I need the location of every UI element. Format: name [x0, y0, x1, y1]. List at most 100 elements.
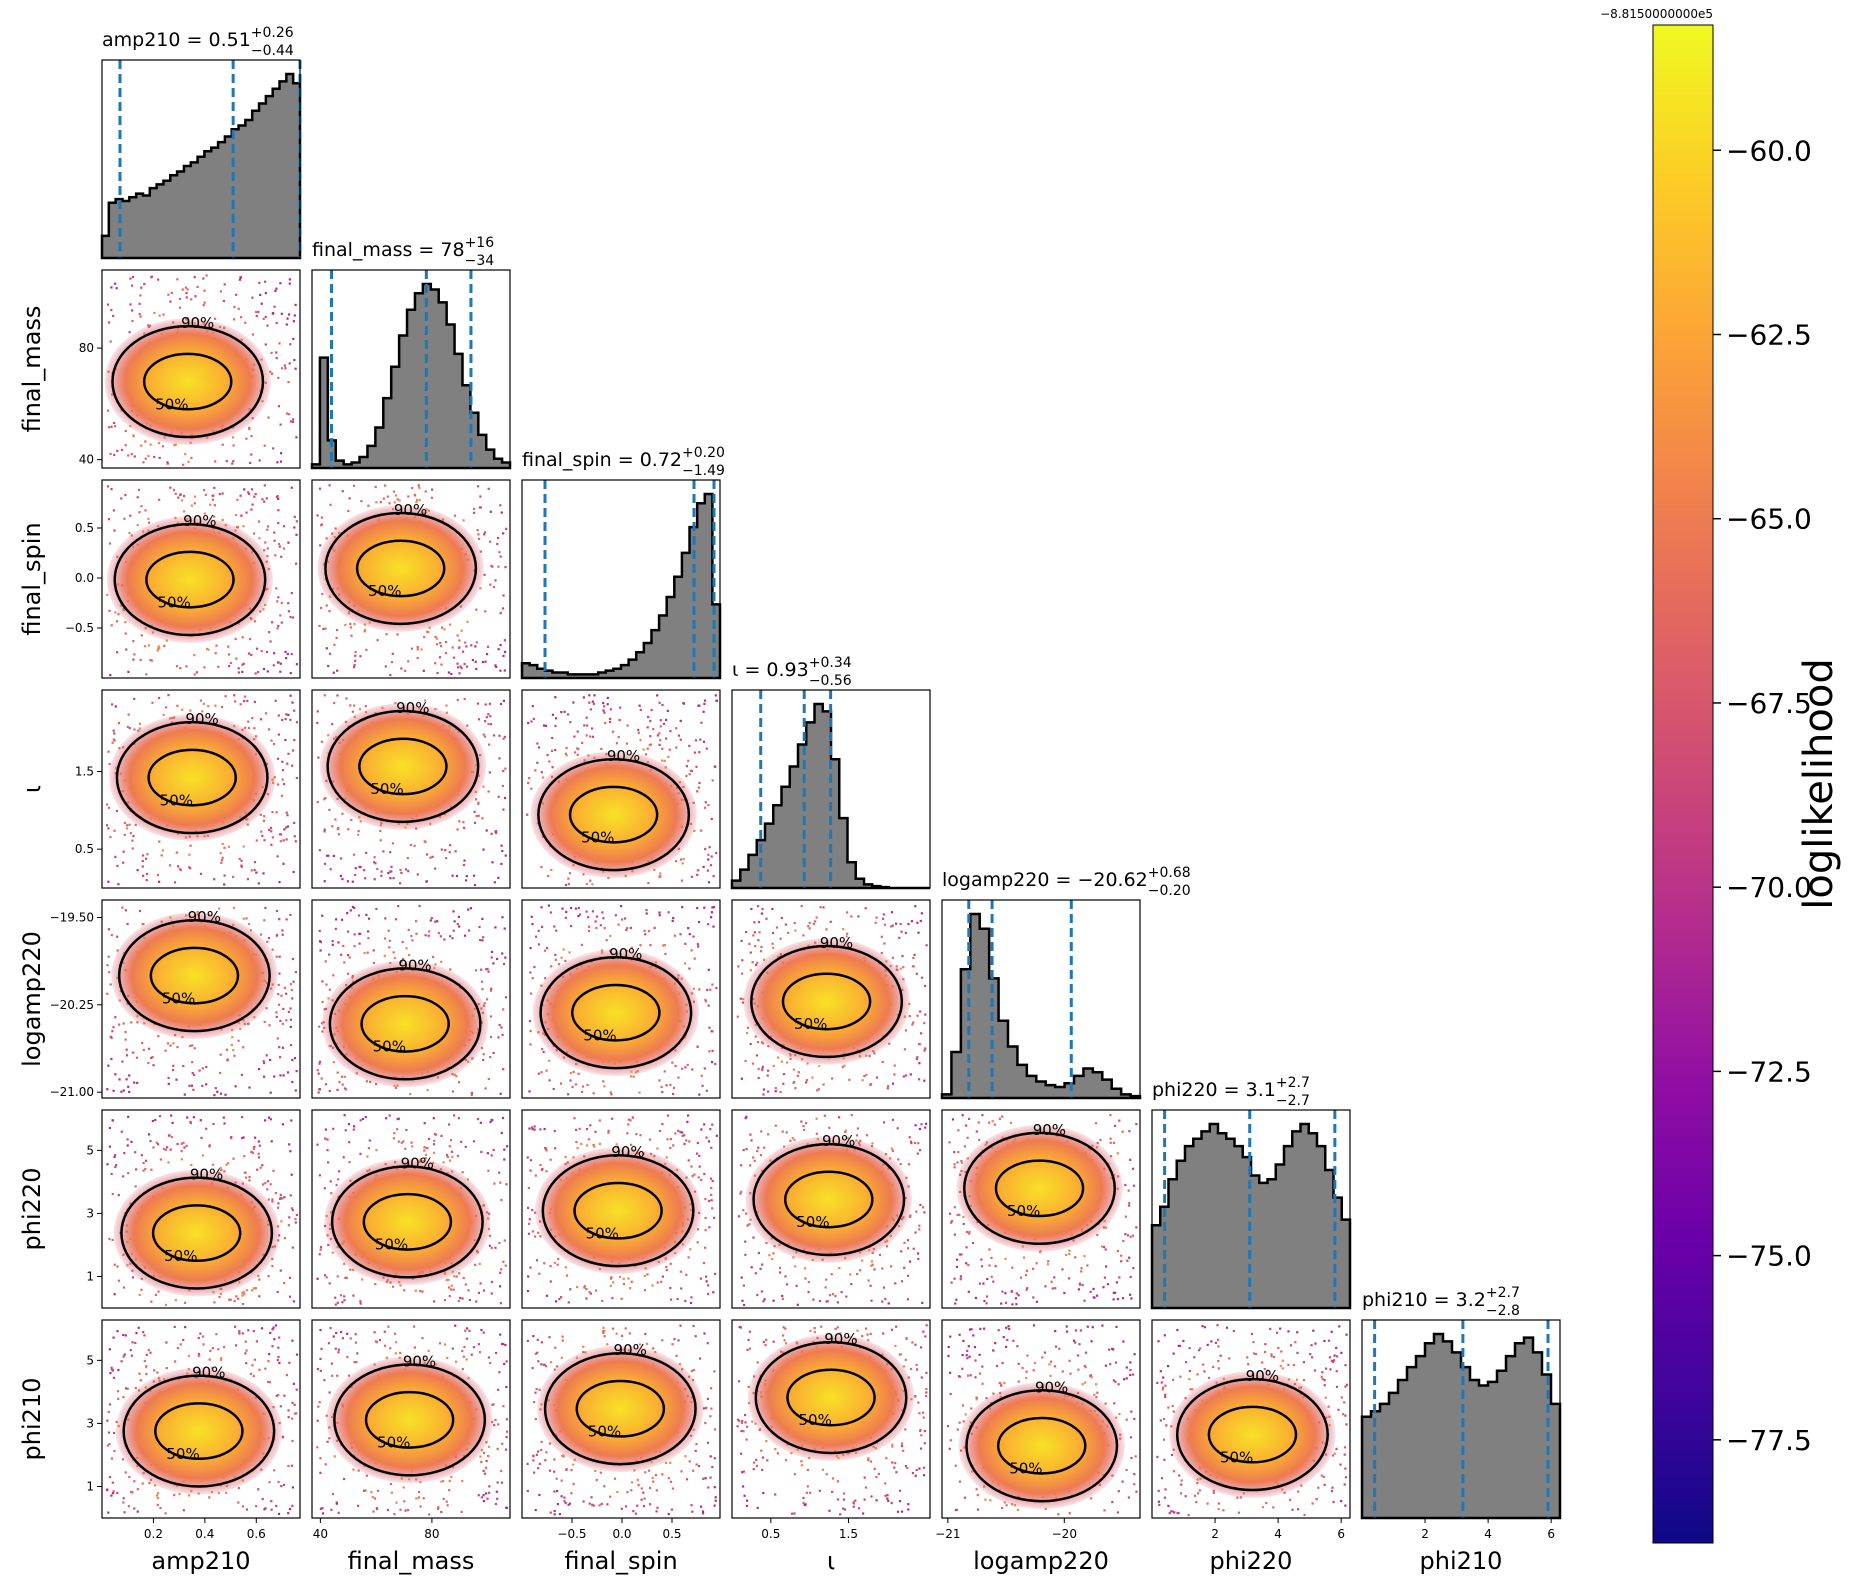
sample-point [746, 1224, 749, 1227]
sample-point [183, 510, 186, 513]
sample-point [280, 555, 283, 558]
sample-point [293, 515, 296, 518]
sample-point [831, 1077, 834, 1080]
sample-point [295, 776, 298, 780]
sample-point [500, 862, 503, 865]
sample-point [270, 739, 273, 742]
sample-point [346, 880, 349, 883]
sample-point [589, 879, 592, 882]
sample-point [685, 774, 688, 778]
sample-point [120, 497, 123, 500]
sample-point [260, 933, 263, 936]
sample-point [237, 1039, 240, 1042]
sample-point [112, 509, 115, 512]
sample-point [661, 1275, 664, 1278]
sample-point [133, 653, 136, 656]
sample-point [920, 976, 924, 979]
sample-point [463, 934, 467, 937]
sample-point [585, 1288, 588, 1291]
sample-point [352, 1268, 355, 1271]
sample-point [569, 1288, 572, 1291]
sample-point [1099, 1138, 1102, 1141]
sample-point [182, 1065, 185, 1068]
sample-point [293, 835, 296, 838]
sample-point [291, 616, 295, 619]
sample-point [501, 849, 504, 853]
sample-point [255, 839, 258, 842]
sample-point [286, 412, 289, 415]
sample-point [114, 611, 117, 614]
sample-point [167, 694, 170, 697]
sample-point [343, 1299, 346, 1302]
sample-point [663, 759, 666, 762]
sample-point [991, 1120, 994, 1123]
sample-point [275, 351, 278, 354]
sample-point [259, 1166, 262, 1169]
sample-point [482, 1289, 485, 1292]
sample-point [1024, 1274, 1028, 1277]
sample-point [875, 916, 878, 919]
sample-point [155, 1141, 158, 1144]
sample-point [340, 918, 344, 921]
sample-point [115, 810, 118, 813]
sample-point [290, 1173, 293, 1176]
sample-point [953, 1233, 956, 1236]
sample-point [693, 957, 696, 960]
sample-point [661, 703, 664, 707]
sample-point [740, 939, 743, 942]
sample-point [396, 498, 399, 501]
sample-point [223, 283, 226, 286]
sample-point [232, 1049, 235, 1052]
sample-point [167, 1082, 170, 1085]
sample-point [669, 1083, 672, 1086]
sample-point [192, 1073, 196, 1077]
y-tick-label: 40 [79, 453, 94, 467]
sample-point [397, 905, 400, 908]
sample-point [604, 721, 607, 725]
sample-point [286, 1071, 290, 1074]
sample-point [481, 939, 484, 942]
y-tick-label: 0.0 [75, 571, 94, 585]
sample-point [637, 731, 640, 734]
sample-point [264, 541, 267, 544]
sample-point [715, 851, 718, 855]
sample-point [990, 1256, 993, 1259]
sample-point [352, 666, 356, 669]
sample-point [966, 1136, 969, 1139]
sample-point [282, 1074, 285, 1077]
sample-point [658, 743, 661, 746]
sample-point [711, 779, 714, 782]
sample-point [279, 670, 282, 673]
sample-point [696, 1152, 699, 1155]
sample-point [169, 1044, 172, 1047]
y-axis-label-final_mass: final_mass [18, 306, 46, 433]
sample-point [637, 728, 640, 731]
sample-point [199, 1119, 202, 1122]
sample-point [290, 653, 293, 656]
sample-point [289, 1194, 292, 1197]
sample-point [574, 1083, 577, 1086]
sample-point [545, 1294, 548, 1297]
sample-point [502, 1260, 505, 1263]
sample-point [642, 748, 645, 751]
sample-point [277, 1202, 280, 1205]
sample-point [455, 1075, 458, 1078]
contour-label-90: 90% [607, 747, 640, 765]
sample-point [660, 1280, 663, 1283]
sample-point [248, 1176, 251, 1179]
sample-point [254, 1136, 257, 1139]
sample-point [986, 1277, 989, 1281]
sample-point [124, 1030, 127, 1034]
sample-point [148, 1133, 151, 1136]
sample-point [752, 1156, 755, 1159]
sample-point [270, 830, 273, 833]
sample-point [669, 1286, 672, 1290]
sample-point [368, 1139, 371, 1142]
sample-point [469, 907, 472, 910]
sample-point [374, 485, 377, 488]
sample-point [240, 865, 243, 868]
sample-point [528, 1019, 532, 1023]
sample-point [1068, 1252, 1071, 1256]
sample-point [347, 828, 350, 831]
